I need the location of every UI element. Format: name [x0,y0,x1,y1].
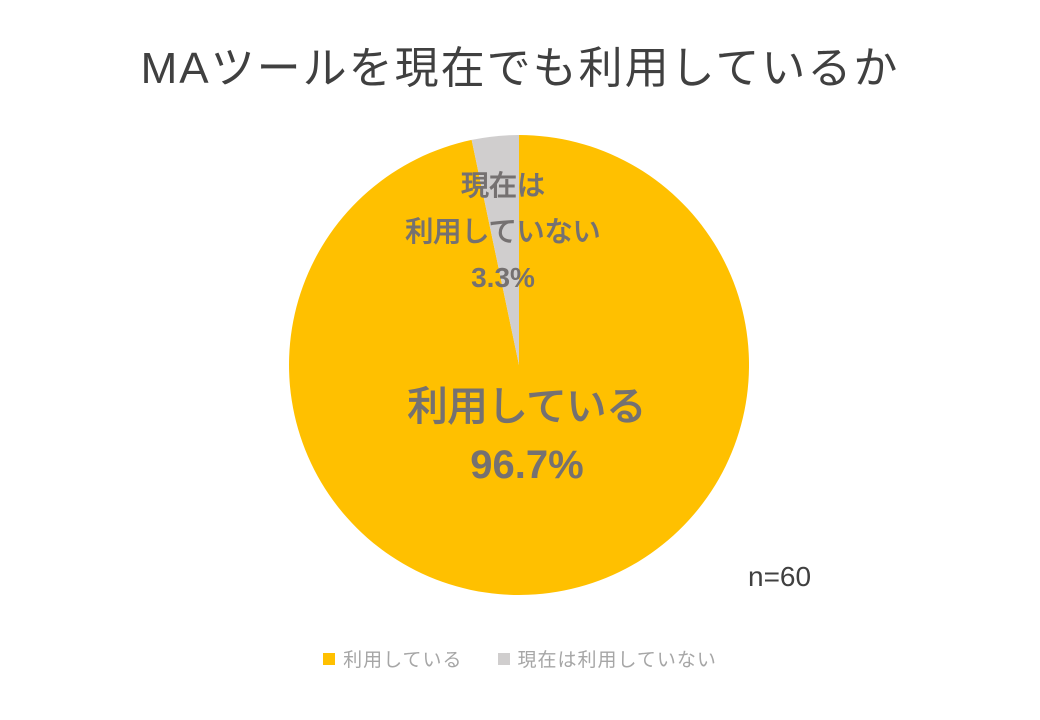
pie-slice-not-using [471,135,519,365]
data-label-not-using-value: 3.3% [471,262,535,293]
pie-chart-area [289,135,749,595]
legend-swatch-not-using [497,652,510,665]
legend-label-using: 利用している [343,650,463,671]
chart-title: MAツールを現在でも利用しているか [140,44,900,93]
data-label-not-using-line2: 利用していない [405,216,601,247]
legend-item-not-using: 現在は利用していない [497,645,717,672]
pie-slice-using [289,135,749,595]
data-label-not-using-line1: 現在は [460,170,546,201]
legend-swatch-using [323,652,336,665]
chart-legend: 利用している 現在は利用していない [0,645,1040,672]
data-label-using-value: 96.7% [470,443,584,487]
pie-chart [289,135,749,595]
sample-size-note: n=60 [748,561,812,592]
data-label-not-using: 現在は 利用していない 3.3% [405,163,600,301]
data-label-using: 利用している 96.7% [408,378,647,494]
legend-item-using: 利用している [323,645,462,672]
legend-label-not-using: 現在は利用していない [517,650,717,671]
data-label-using-line1: 利用している [407,385,647,429]
